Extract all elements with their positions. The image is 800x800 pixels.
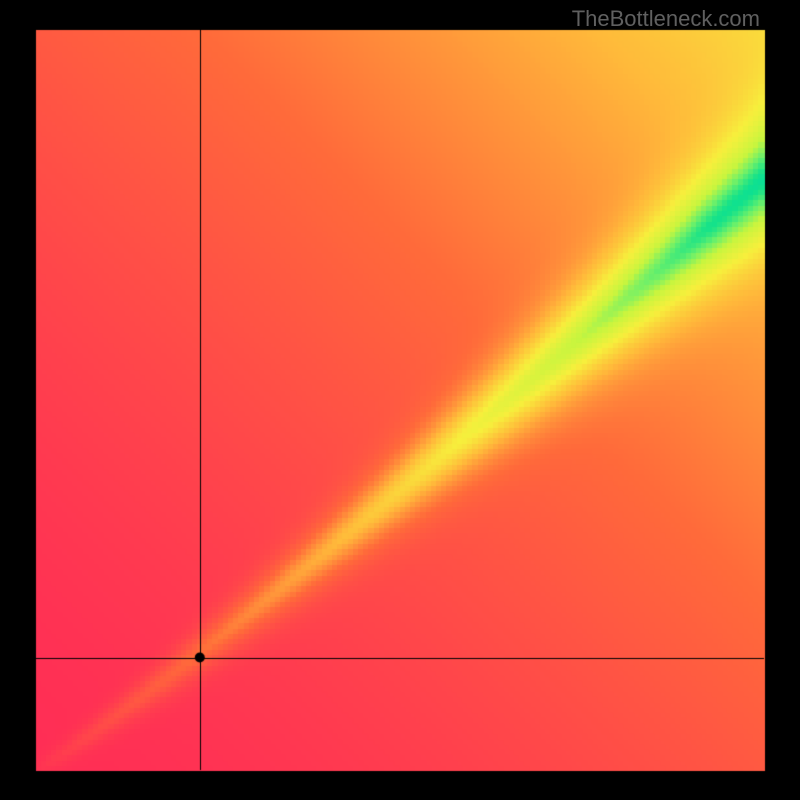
bottleneck-heatmap <box>0 0 800 800</box>
watermark-text: TheBottleneck.com <box>572 6 760 32</box>
